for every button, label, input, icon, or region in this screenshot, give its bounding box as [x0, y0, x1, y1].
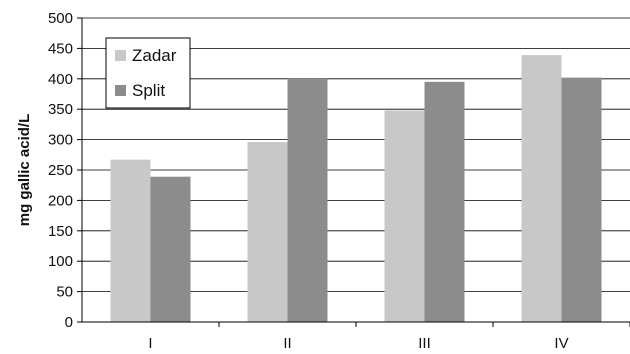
- legend-label-zadar: Zadar: [132, 46, 177, 65]
- y-tick-label-450: 450: [48, 40, 73, 57]
- x-tick-label-iii: III: [418, 335, 431, 352]
- bar-zadar-iii: [384, 110, 425, 322]
- bar-split-iii: [424, 81, 465, 322]
- y-tick-label-400: 400: [48, 71, 73, 88]
- x-tick-label-ii: II: [283, 335, 291, 352]
- bar-zadar-i: [110, 159, 151, 322]
- legend-swatch-split: [115, 85, 126, 96]
- y-tick-label-200: 200: [48, 192, 73, 209]
- bar-split-iv: [561, 77, 602, 322]
- y-tick-labels: 0 50 100 150 200 250 300 350 400 450 500: [48, 10, 82, 331]
- legend-swatch-zadar: [115, 50, 126, 61]
- x-tick-label-iv: IV: [554, 335, 568, 352]
- y-tick-label-300: 300: [48, 132, 73, 149]
- bar-zadar-ii: [247, 142, 288, 322]
- y-tick-label-500: 500: [48, 10, 73, 27]
- y-tick-label-50: 50: [56, 284, 73, 301]
- bars: [110, 55, 602, 322]
- y-tick-label-250: 250: [48, 162, 73, 179]
- legend-box: [105, 37, 191, 109]
- bar-split-i: [150, 176, 191, 322]
- x-tick-labels: I II III IV: [148, 322, 630, 352]
- bar-zadar-iv: [521, 55, 562, 322]
- legend-label-split: Split: [132, 81, 165, 100]
- legend: Zadar Split: [105, 37, 191, 109]
- y-tick-label-350: 350: [48, 101, 73, 118]
- y-tick-label-100: 100: [48, 253, 73, 270]
- y-tick-label-150: 150: [48, 223, 73, 240]
- x-tick-label-i: I: [148, 335, 152, 352]
- y-axis-label: mg gallic acid/L: [16, 114, 33, 227]
- bar-split-ii: [287, 78, 328, 322]
- y-tick-label-0: 0: [65, 314, 73, 331]
